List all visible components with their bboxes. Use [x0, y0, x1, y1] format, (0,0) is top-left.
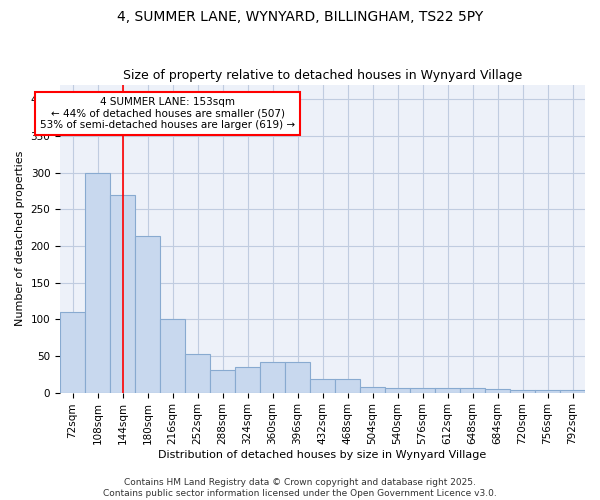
Bar [60, 312, 85, 392]
Bar [135, 236, 160, 392]
Bar [185, 354, 210, 393]
Bar [235, 367, 260, 392]
Bar [210, 370, 235, 392]
Y-axis label: Number of detached properties: Number of detached properties [15, 151, 25, 326]
Title: Size of property relative to detached houses in Wynyard Village: Size of property relative to detached ho… [123, 69, 522, 82]
Bar [560, 390, 585, 392]
Text: Contains HM Land Registry data © Crown copyright and database right 2025.
Contai: Contains HM Land Registry data © Crown c… [103, 478, 497, 498]
Bar [435, 388, 460, 392]
Bar [310, 378, 335, 392]
Text: 4, SUMMER LANE, WYNYARD, BILLINGHAM, TS22 5PY: 4, SUMMER LANE, WYNYARD, BILLINGHAM, TS2… [117, 10, 483, 24]
X-axis label: Distribution of detached houses by size in Wynyard Village: Distribution of detached houses by size … [158, 450, 487, 460]
Text: 4 SUMMER LANE: 153sqm
← 44% of detached houses are smaller (507)
53% of semi-det: 4 SUMMER LANE: 153sqm ← 44% of detached … [40, 97, 295, 130]
Bar [110, 194, 135, 392]
Bar [385, 388, 410, 392]
Bar [535, 390, 560, 392]
Bar [510, 390, 535, 392]
Bar [335, 378, 360, 392]
Bar [285, 362, 310, 392]
Bar [485, 389, 510, 392]
Bar [260, 362, 285, 392]
Bar [410, 388, 435, 392]
Bar [460, 388, 485, 392]
Bar [160, 318, 185, 392]
Bar [85, 172, 110, 392]
Bar [360, 388, 385, 392]
